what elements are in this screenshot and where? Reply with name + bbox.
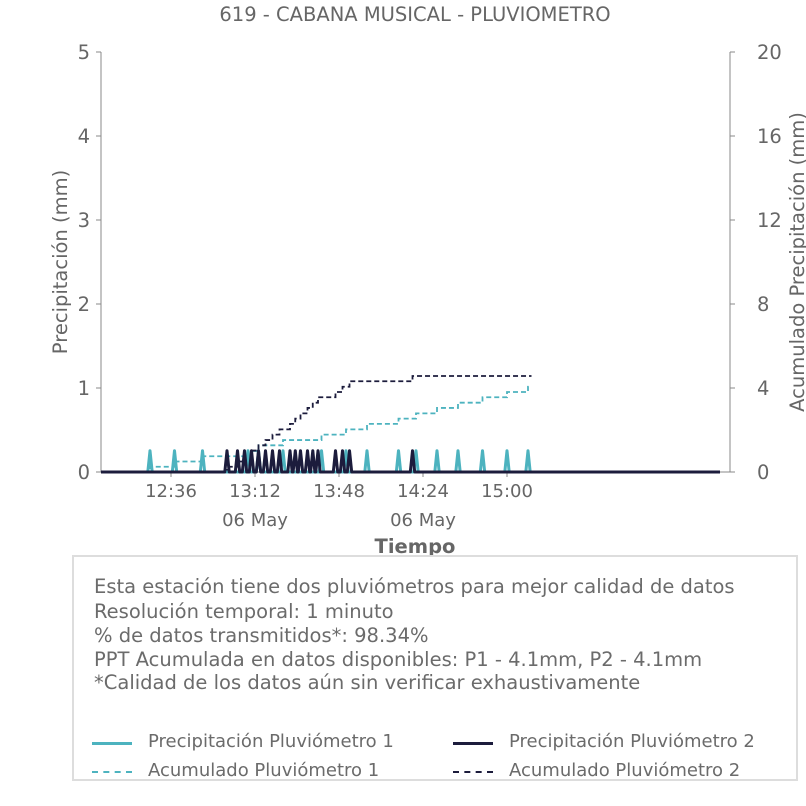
info-line-resolution: Resolución temporal: 1 minuto xyxy=(94,600,394,623)
x-tick-label: 13:12 xyxy=(229,481,281,502)
y-tick-label-right: 4 xyxy=(757,377,769,400)
info-line-accumulated: PPT Acumulada en datos disponibles: P1 -… xyxy=(94,648,703,671)
legend-swatch-p2 xyxy=(453,742,493,745)
y-tick-label-left: 2 xyxy=(78,293,90,316)
legend-label-acc-p1: Acumulado Pluviómetro 1 xyxy=(148,760,380,781)
chart-title: 619 - CABANA MUSICAL - PLUVIOMETRO xyxy=(219,3,610,26)
info-line-stations: Esta estación tiene dos pluviómetros par… xyxy=(94,575,735,598)
y-tick-label-left: 1 xyxy=(78,377,90,400)
legend-swatch-p1 xyxy=(92,742,132,745)
y-axis-right-label: Acumulado Precipitación (mm) xyxy=(786,112,806,412)
x-tick-sublabel: 06 May xyxy=(390,510,456,531)
y-tick-label-right: 16 xyxy=(757,125,782,148)
info-line-quality-note: *Calidad de los datos aún sin verificar … xyxy=(94,671,641,694)
legend-label-p1: Precipitación Pluviómetro 1 xyxy=(148,731,394,752)
legend-label-p2: Precipitación Pluviómetro 2 xyxy=(509,731,755,752)
chart-marks xyxy=(101,375,720,474)
x-axis-label: Tiempo xyxy=(375,535,456,555)
acumulado-p1-line xyxy=(129,385,532,473)
y-tick-label-left: 4 xyxy=(78,125,90,148)
y-axis-left-label: Precipitación (mm) xyxy=(49,170,72,354)
x-tick-label: 13:48 xyxy=(313,481,365,502)
x-tick-label: 14:24 xyxy=(397,481,449,502)
legend-swatch-acc-p1 xyxy=(92,771,132,773)
y-tick-label-left: 0 xyxy=(78,461,90,484)
y-tick-label-right: 20 xyxy=(757,41,782,64)
info-line-transmitted: % de datos transmitidos*: 98.34% xyxy=(94,624,429,647)
info-box: Esta estación tiene dos pluviómetros par… xyxy=(72,555,798,781)
y-tick-label-left: 3 xyxy=(78,209,90,232)
x-tick-label: 15:00 xyxy=(481,481,533,502)
rain-chart: 619 - CABANA MUSICAL - PLUVIOMETRO 01234… xyxy=(49,3,806,555)
legend-label-acc-p2: Acumulado Pluviómetro 2 xyxy=(509,760,741,781)
acumulado-p2-line xyxy=(129,375,532,473)
y-tick-label-right: 8 xyxy=(757,293,769,316)
y-tick-label-right: 0 xyxy=(757,461,769,484)
x-tick-sublabel: 06 May xyxy=(222,510,288,531)
x-tick-label: 12:36 xyxy=(145,481,197,502)
precip-p2-line xyxy=(101,449,720,474)
legend-swatch-acc-p2 xyxy=(453,771,493,773)
y-tick-label-left: 5 xyxy=(78,41,90,64)
y-tick-label-right: 12 xyxy=(757,209,782,232)
